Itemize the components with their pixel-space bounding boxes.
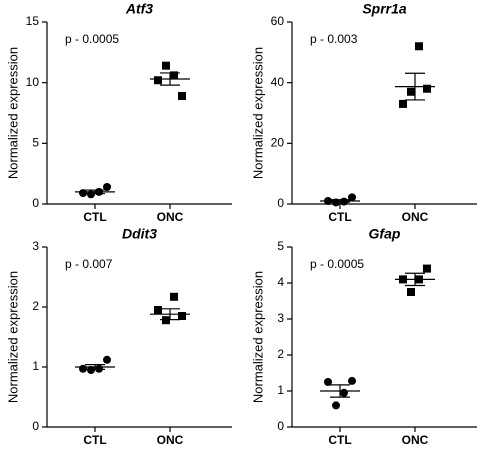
y-tick-label: 5: [277, 239, 284, 253]
x-tick-label: CTL: [83, 210, 106, 224]
point: [340, 197, 348, 206]
point: [87, 366, 95, 374]
x-tick-label: ONC: [157, 433, 184, 447]
y-axis-label: Normalized expression: [250, 47, 265, 179]
chart-title: Ddit3: [122, 226, 157, 242]
point: [154, 306, 162, 314]
chart-title: Gfap: [369, 226, 401, 242]
point: [154, 76, 162, 85]
y-tick-label: 40: [271, 75, 285, 89]
y-tick-label: 1: [277, 383, 284, 397]
point: [332, 401, 340, 410]
y-axis-label: Normalized expression: [250, 271, 265, 403]
x-tick-label: ONC: [402, 210, 429, 224]
y-tick-label: 4: [277, 275, 284, 289]
chart-title: Atf3: [125, 1, 153, 17]
point: [407, 87, 415, 96]
y-tick-label: 20: [271, 136, 285, 150]
point: [162, 316, 170, 325]
y-tick-label: 2: [277, 347, 284, 361]
point: [79, 189, 87, 198]
annotation: p - 0.007: [65, 257, 113, 271]
panel: Gfap p - 0.0005 Normalized expression 0 1 2 3 4…: [250, 226, 477, 447]
point: [399, 99, 407, 108]
y-tick-label: 3: [32, 239, 39, 253]
y-tick-label: 3: [277, 311, 284, 325]
panel: Ddit3 p - 0.007 Normalized expression 0 1 2 3 C…: [5, 226, 232, 447]
point: [178, 312, 186, 320]
point: [348, 376, 356, 385]
point: [324, 378, 332, 386]
chart-title: Sprr1a: [362, 1, 407, 17]
y-tick-label: 0: [32, 196, 39, 210]
y-tick-label: 0: [32, 419, 39, 433]
x-tick-label: CTL: [83, 433, 106, 447]
y-tick-label: 0: [277, 196, 284, 210]
point: [170, 292, 178, 301]
y-tick-label: 15: [26, 14, 40, 28]
x-tick-label: ONC: [157, 210, 184, 224]
point: [103, 355, 111, 364]
x-tick-label: ONC: [402, 433, 429, 447]
y-tick-label: 2: [32, 299, 39, 313]
x-tick-label: CTL: [328, 210, 351, 224]
y-axis-label: Normalized expression: [5, 47, 20, 179]
panel: Atf3 p - 0.0005 Normalized expression 0 5 10 1…: [5, 1, 232, 224]
y-tick-label: 5: [32, 136, 39, 150]
x-tick-label: CTL: [328, 433, 351, 447]
point: [178, 92, 186, 101]
y-axis-label: Normalized expression: [5, 271, 20, 403]
annotation: p - 0.003: [310, 32, 358, 46]
y-tick-label: 1: [32, 359, 39, 373]
annotation: p - 0.0005: [65, 32, 119, 46]
annotation: p - 0.0005: [310, 257, 364, 271]
point: [423, 84, 431, 93]
panel: Sprr1a p - 0.003 Normalized expression 0 20 4…: [250, 1, 477, 224]
y-tick-label: 0: [277, 419, 284, 433]
point: [340, 388, 348, 397]
y-tick-label: 60: [271, 14, 285, 28]
point: [162, 61, 170, 70]
point: [423, 264, 431, 273]
point: [103, 183, 111, 192]
point: [415, 42, 423, 51]
point: [407, 288, 415, 296]
point: [170, 71, 178, 80]
y-tick-label: 10: [26, 75, 40, 89]
